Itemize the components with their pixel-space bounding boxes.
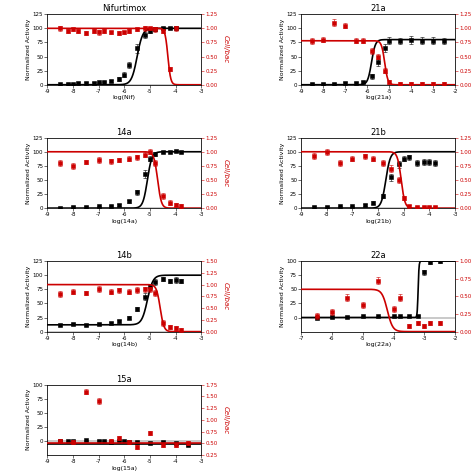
- Title: 14b: 14b: [117, 251, 132, 260]
- X-axis label: log(21a): log(21a): [365, 95, 391, 100]
- Y-axis label: Normalized Activity: Normalized Activity: [27, 142, 31, 204]
- Y-axis label: Normalized Activity: Normalized Activity: [280, 19, 285, 80]
- Y-axis label: Normalized Activity: Normalized Activity: [27, 19, 31, 80]
- X-axis label: log(14b): log(14b): [111, 342, 137, 347]
- Title: 14a: 14a: [117, 128, 132, 137]
- X-axis label: log(15a): log(15a): [111, 465, 137, 471]
- Y-axis label: Cell/bac: Cell/bac: [223, 406, 229, 434]
- Y-axis label: Normalized Activity: Normalized Activity: [27, 265, 31, 327]
- Title: 22a: 22a: [370, 251, 386, 260]
- Y-axis label: Cell/bac: Cell/bac: [223, 283, 229, 310]
- Title: 15a: 15a: [117, 375, 132, 384]
- X-axis label: log(22a): log(22a): [365, 342, 391, 347]
- Y-axis label: Normalized Activity: Normalized Activity: [27, 389, 31, 450]
- Title: 21b: 21b: [370, 128, 386, 137]
- Y-axis label: Cell/bac: Cell/bac: [223, 36, 229, 64]
- Title: Nifurtimox: Nifurtimox: [102, 4, 146, 13]
- X-axis label: log(Nif): log(Nif): [113, 95, 136, 100]
- Title: 21a: 21a: [370, 4, 386, 13]
- Y-axis label: Cell/bac: Cell/bac: [223, 159, 229, 187]
- X-axis label: log(21b): log(21b): [365, 219, 391, 224]
- Y-axis label: Normalized Activity: Normalized Activity: [280, 265, 285, 327]
- Y-axis label: Normalized Activity: Normalized Activity: [280, 142, 285, 204]
- X-axis label: log(14a): log(14a): [111, 219, 137, 224]
